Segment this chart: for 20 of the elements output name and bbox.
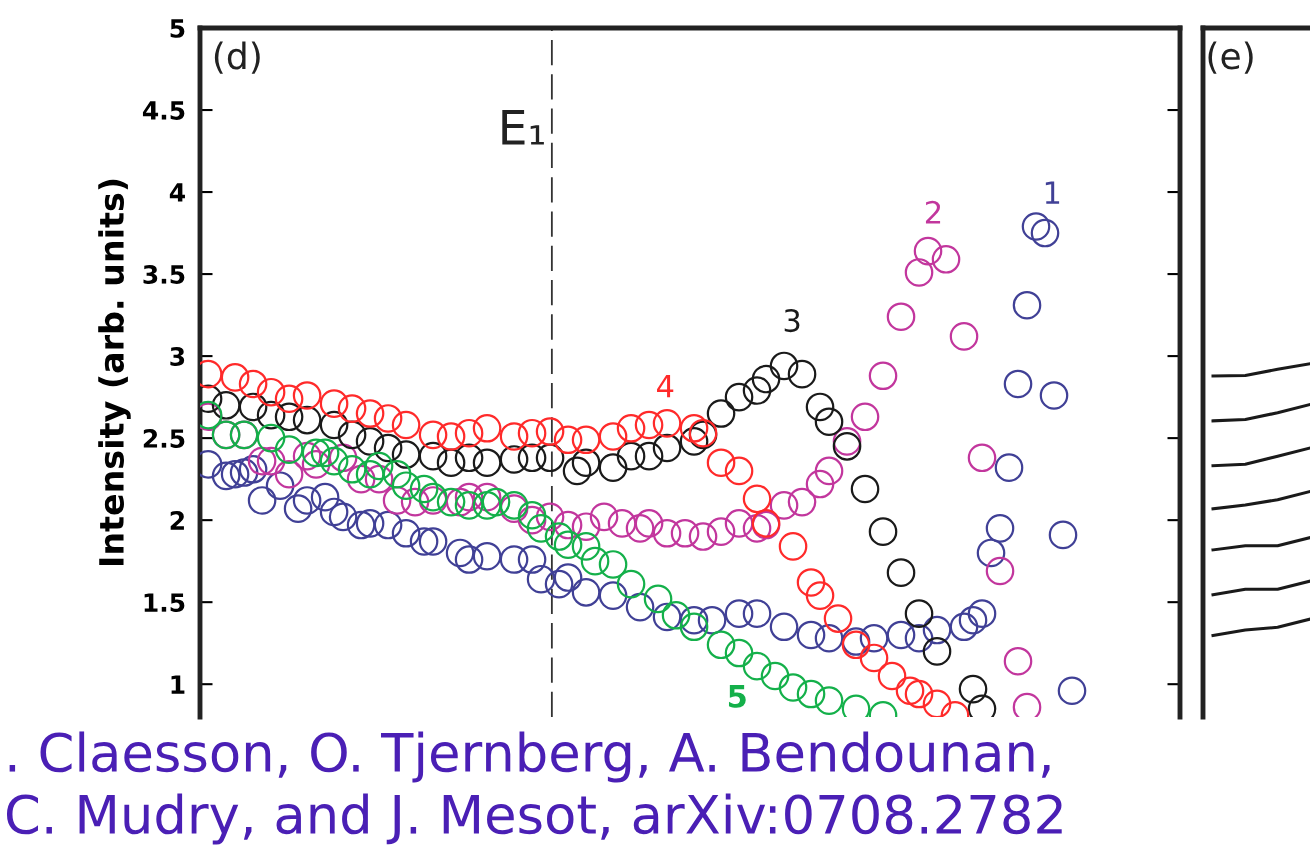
y-tick-label: 1.5 (144, 593, 185, 613)
y-tick-label: 4 (169, 183, 185, 202)
y-tick-label: 2 (170, 511, 184, 530)
series-label: 3 (784, 309, 800, 333)
y-tick-label: 3.5 (143, 265, 185, 284)
y-tick-label: 5 (170, 19, 185, 38)
y-tick-label: 2.5 (143, 429, 185, 448)
series-label: 5 (728, 685, 746, 708)
text: C. Mudry, and J. Mesot, arXiv:0708.2782 (6, 793, 1062, 845)
text: . Claesson, O. Tjernberg, A. Bendounan, (9, 731, 1050, 783)
annotation: E₁ (502, 109, 544, 145)
series-label: 4 (657, 375, 674, 398)
annotation: (d) (214, 41, 260, 74)
y-axis-title: Intensity (arb. units) (98, 179, 131, 565)
y-tick-label: 1 (171, 675, 185, 694)
y-tick-label: 4.5 (142, 101, 185, 120)
series-label: 1 (1045, 181, 1060, 204)
y-tick-label: 3 (170, 347, 185, 366)
series-label: 2 (925, 200, 941, 224)
text: (e) (1208, 41, 1253, 74)
